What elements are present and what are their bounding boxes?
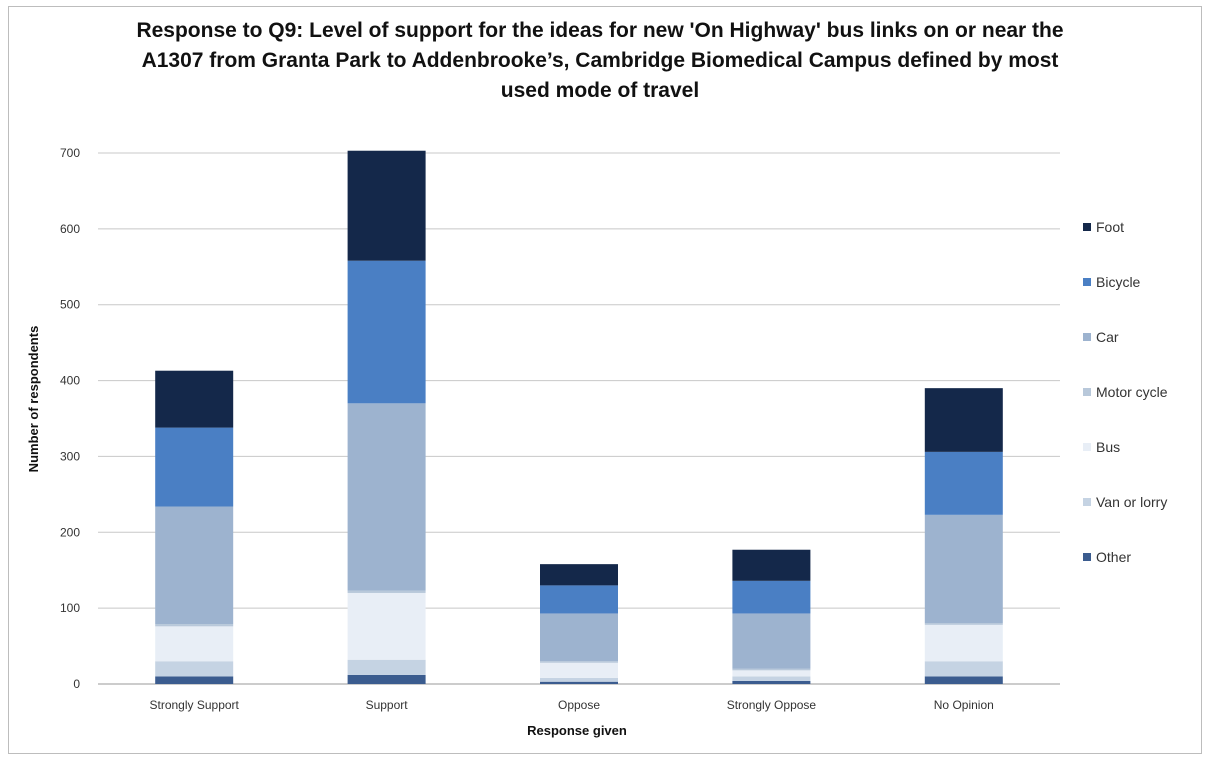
bar-segment-bus [732, 670, 811, 677]
legend-swatch [1083, 278, 1091, 286]
bar-segment-bicycle [732, 580, 811, 614]
bar-segment-bicycle [924, 451, 1003, 515]
legend-label: Car [1096, 329, 1119, 345]
legend-swatch [1083, 443, 1091, 451]
bar-segment-bicycle [155, 427, 234, 507]
bar-segment-motor-cycle [924, 623, 1003, 625]
bar-segment-car [924, 514, 1003, 624]
legend-swatch [1083, 388, 1091, 396]
gridlines [98, 152, 1060, 685]
legend-swatch [1083, 333, 1091, 341]
y-axis-title: Number of respondents [26, 326, 41, 473]
y-tick-labels: 0 100 200 300 400 500 600 700 [60, 146, 80, 691]
bar-segment-motor-cycle [732, 668, 811, 671]
bar-segment-bicycle [540, 585, 618, 614]
x-tick-label: Strongly Support [150, 698, 240, 712]
legend: Foot Bicycle Car Motor cycle Bus Van or lorry… [1083, 219, 1168, 565]
bar-segment-foot [924, 388, 1003, 452]
bar-segment-other [924, 676, 1003, 684]
y-tick-label: 600 [60, 222, 80, 236]
bar-segment-car [732, 613, 811, 669]
bar-segment-bus [540, 662, 618, 678]
legend-label: Bicycle [1096, 274, 1141, 290]
legend-label: Motor cycle [1096, 384, 1168, 400]
bar-segment-motor-cycle [540, 661, 618, 663]
legend-label: Van or lorry [1096, 494, 1167, 510]
bar-segment-foot [155, 370, 234, 428]
bar-segment-car [540, 613, 618, 662]
bar-segment-other [347, 674, 426, 684]
x-tick-label: Strongly Oppose [727, 698, 817, 712]
bar-segment-foot [540, 564, 618, 586]
y-tick-label: 0 [73, 677, 80, 691]
chart-title: Response to Q9: Level of support for the… [136, 19, 1064, 102]
bar-segment-car [155, 506, 234, 625]
y-tick-label: 700 [60, 146, 80, 160]
y-tick-label: 100 [60, 601, 80, 615]
bar-segment-bicycle [347, 260, 426, 404]
bar-segment-motor-cycle [155, 624, 234, 627]
x-tick-label: No Opinion [934, 698, 994, 712]
bar-segment-van-or-lorry [924, 661, 1003, 677]
legend-swatch [1083, 223, 1091, 231]
bar-segment-foot [347, 150, 426, 261]
bar-segment-other [155, 676, 234, 684]
bar-segment-foot [732, 549, 811, 581]
bar-segment-car [347, 403, 426, 591]
bar-segment-van-or-lorry [732, 676, 811, 681]
bar-segment-bus [155, 626, 234, 662]
x-axis-title: Response given [527, 723, 627, 738]
y-tick-label: 400 [60, 374, 80, 388]
bar-segment-van-or-lorry [155, 661, 234, 677]
x-tick-label: Support [366, 698, 409, 712]
bar-segment-bus [347, 592, 426, 660]
bar-segment-other [732, 680, 811, 684]
legend-swatch [1083, 553, 1091, 561]
legend-label: Other [1096, 549, 1131, 565]
bar-segment-van-or-lorry [347, 659, 426, 675]
bar-segment-van-or-lorry [540, 677, 618, 682]
bar-segment-other [540, 681, 618, 684]
bars [155, 150, 1003, 684]
y-tick-label: 500 [60, 298, 80, 312]
legend-label: Bus [1096, 439, 1120, 455]
y-tick-label: 200 [60, 525, 80, 539]
x-tick-label: Oppose [558, 698, 600, 712]
x-tick-labels: Strongly Support Support Oppose Strongly Op… [150, 698, 994, 712]
legend-swatch [1083, 498, 1091, 506]
bar-segment-bus [924, 624, 1003, 662]
bar-segment-motor-cycle [347, 590, 426, 593]
legend-label: Foot [1096, 219, 1124, 235]
y-tick-label: 300 [60, 449, 80, 463]
